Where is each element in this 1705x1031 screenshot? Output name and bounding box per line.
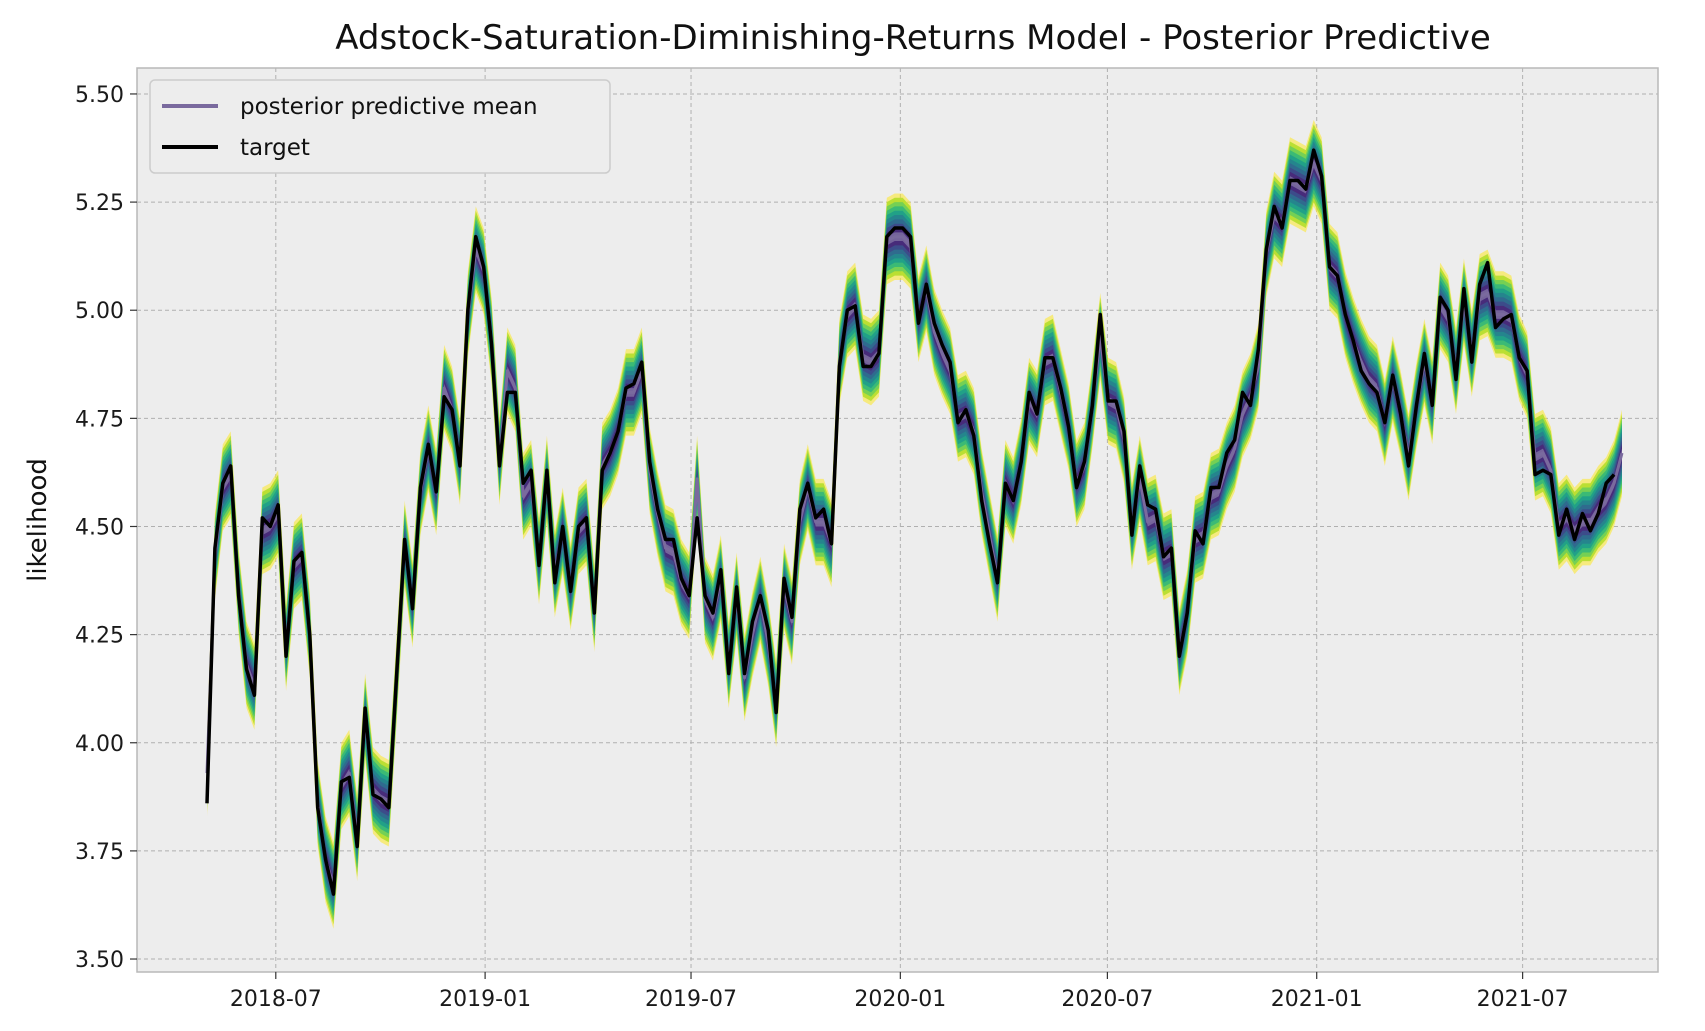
x-tick-label: 2021-07 xyxy=(1477,987,1569,1012)
legend: posterior predictive mean target xyxy=(149,79,611,174)
y-tick-label: 3.75 xyxy=(75,840,124,865)
x-tick-label: 2020-07 xyxy=(1061,987,1153,1012)
legend-box xyxy=(149,79,611,174)
x-tick-label: 2019-07 xyxy=(645,987,737,1012)
legend-label-posterior-predictive-mean: posterior predictive mean xyxy=(240,94,538,120)
plot-frame xyxy=(136,67,1659,973)
y-tick-label: 5.50 xyxy=(75,83,124,108)
y-tick-label: 4.75 xyxy=(75,407,124,432)
y-axis-label: likelihood xyxy=(23,458,53,582)
grid-lines xyxy=(137,68,1658,972)
y-tick-label: 4.50 xyxy=(75,515,124,540)
y-tick-label: 4.25 xyxy=(75,624,124,649)
x-tick-label: 2018-07 xyxy=(230,987,322,1012)
x-tick-label: 2019-01 xyxy=(439,987,531,1012)
x-tick-label: 2020-01 xyxy=(854,987,946,1012)
series-lines xyxy=(205,148,1624,896)
legend-label-target: target xyxy=(240,135,310,161)
chart-title: Adstock-Saturation-Diminishing-Returns M… xyxy=(335,18,1491,58)
y-axis-ticks: 3.50 3.75 4.00 4.25 4.50 4.75 5.00 5.25 5.50 xyxy=(75,83,137,973)
y-tick-label: 4.00 xyxy=(75,732,124,757)
x-tick-label: 2021-01 xyxy=(1271,987,1363,1012)
x-axis-ticks: 2018-07 2019-01 2019-07 2020-01 2020-07 2021-… xyxy=(230,972,1569,1012)
y-tick-label: 3.50 xyxy=(75,948,124,973)
target-line xyxy=(205,148,1616,896)
y-tick-label: 5.25 xyxy=(75,191,124,216)
y-tick-label: 5.00 xyxy=(75,299,124,324)
